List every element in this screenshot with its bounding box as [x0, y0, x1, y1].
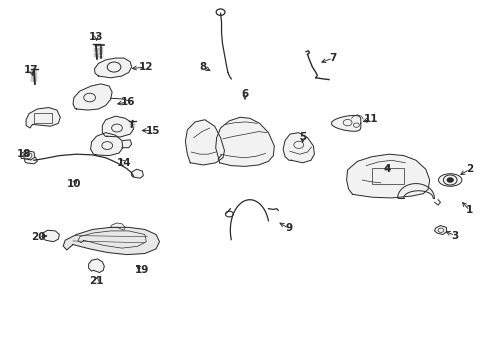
Ellipse shape [439, 174, 462, 186]
Text: 20: 20 [31, 232, 46, 242]
Polygon shape [26, 108, 60, 128]
Text: 5: 5 [299, 132, 306, 142]
Text: 19: 19 [135, 265, 149, 275]
Text: 21: 21 [89, 276, 104, 286]
Text: 13: 13 [89, 32, 104, 41]
Polygon shape [42, 230, 59, 242]
Polygon shape [185, 120, 224, 165]
Text: 15: 15 [146, 126, 160, 135]
Text: 17: 17 [24, 64, 38, 75]
Circle shape [447, 177, 454, 183]
Polygon shape [122, 140, 132, 148]
Polygon shape [216, 117, 274, 166]
Polygon shape [102, 116, 134, 137]
Polygon shape [91, 133, 123, 156]
Text: 10: 10 [67, 179, 81, 189]
Polygon shape [20, 150, 35, 160]
Text: 7: 7 [329, 53, 337, 63]
Polygon shape [346, 154, 430, 198]
Text: 3: 3 [451, 231, 459, 240]
Text: 1: 1 [466, 206, 473, 216]
Polygon shape [132, 169, 144, 178]
Text: 8: 8 [200, 62, 207, 72]
Polygon shape [111, 223, 125, 230]
Polygon shape [24, 156, 37, 164]
Polygon shape [63, 227, 159, 255]
Text: 14: 14 [117, 158, 131, 168]
Text: 16: 16 [121, 97, 135, 107]
Text: 2: 2 [466, 164, 473, 174]
Polygon shape [73, 84, 112, 110]
Text: 4: 4 [383, 164, 391, 174]
Text: 9: 9 [285, 224, 293, 233]
Text: 12: 12 [139, 62, 153, 72]
Polygon shape [95, 58, 132, 78]
Polygon shape [332, 116, 361, 131]
Polygon shape [435, 226, 447, 234]
Text: 6: 6 [242, 89, 248, 99]
Polygon shape [89, 259, 104, 273]
Text: 18: 18 [17, 149, 31, 159]
Polygon shape [398, 184, 434, 198]
Polygon shape [283, 133, 315, 163]
Text: 11: 11 [364, 114, 378, 124]
